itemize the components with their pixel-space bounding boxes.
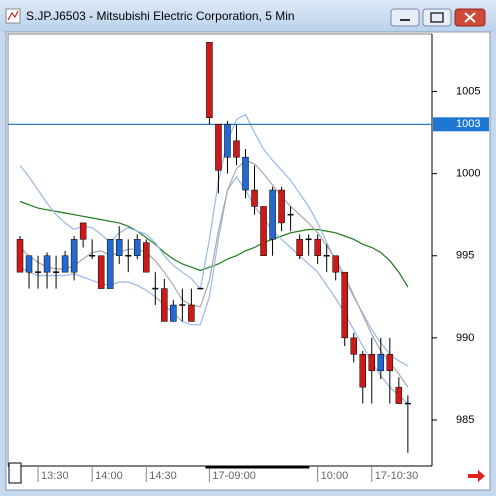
candle-body <box>395 386 403 404</box>
candle-body <box>359 354 367 388</box>
candle-body <box>206 41 213 119</box>
minimize-button[interactable] <box>390 8 420 27</box>
candle-body <box>70 239 78 273</box>
maximize-button[interactable] <box>422 8 452 27</box>
candle-body <box>161 288 168 322</box>
candle-body <box>350 337 357 355</box>
x-tick-label: 14:30 <box>149 470 177 482</box>
maximize-glyph <box>430 12 444 23</box>
candle-body <box>377 354 385 371</box>
candle-body <box>61 255 69 273</box>
candle-body <box>134 239 141 256</box>
candle-body <box>296 239 303 256</box>
candle-body <box>233 140 240 158</box>
candle-body <box>97 255 105 289</box>
scroll-right-arrow[interactable] <box>468 470 485 482</box>
candle-body <box>43 255 51 273</box>
candle-body <box>242 156 249 191</box>
x-tick-label: 10:00 <box>321 470 349 482</box>
candle-body <box>170 304 177 322</box>
candle-body <box>251 189 258 207</box>
candle-body <box>260 206 267 256</box>
candle-body <box>215 124 222 171</box>
candle-body <box>224 124 231 158</box>
y-tick-label: 995 <box>456 250 474 262</box>
candle-body <box>115 239 123 256</box>
candle-body <box>332 255 339 273</box>
close-glyph <box>464 12 476 23</box>
x-tick-label: 13:30 <box>41 470 69 482</box>
candle-body <box>106 239 114 289</box>
candle-body <box>269 189 276 240</box>
candle-body <box>368 354 376 371</box>
scroll-box[interactable] <box>8 462 22 484</box>
y-tick-label: 1000 <box>456 168 480 180</box>
y-tick-label: 990 <box>456 332 474 344</box>
candle-body <box>25 255 33 273</box>
x-tick-label: 17-10:30 <box>375 470 418 482</box>
x-tick-label: 17-09:00 <box>212 470 255 482</box>
candle-body <box>278 189 285 224</box>
candle-body <box>314 239 321 256</box>
candle-body <box>341 271 348 339</box>
candle-body <box>143 242 150 273</box>
y-tick-label: 985 <box>456 414 474 426</box>
window-title: S.JP.J6503 - Mitsubishi Electric Corpora… <box>26 9 295 23</box>
candle-body <box>16 239 24 273</box>
price-label: 1003 <box>456 118 480 130</box>
plot-area <box>7 33 433 467</box>
candle-body <box>188 304 195 322</box>
x-tick-label: 14:00 <box>95 470 123 482</box>
window-icon <box>5 8 21 24</box>
plot: 985 990 995 1000 1005 13:30 14:00 14:30 17-09:00… <box>8 41 489 482</box>
candle-body <box>386 354 394 371</box>
price-label-box <box>433 117 489 132</box>
window-icon-glyph <box>7 10 19 21</box>
y-tick-label: 1005 <box>456 85 480 97</box>
candle-body <box>79 222 87 240</box>
